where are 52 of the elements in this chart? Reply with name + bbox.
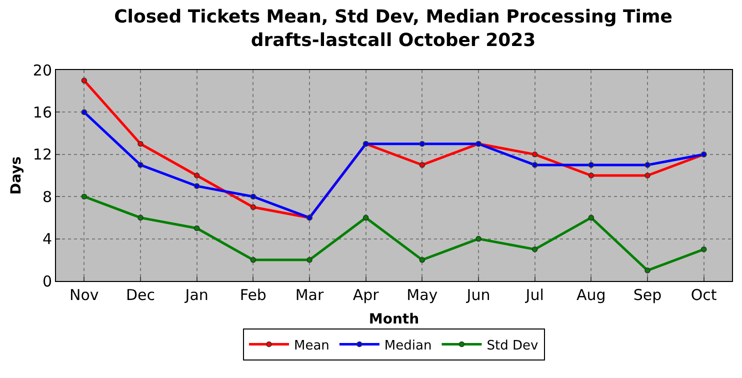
x-axis-title: Month xyxy=(368,311,420,328)
point xyxy=(250,194,256,200)
y-tick-label: 20 xyxy=(32,61,52,80)
x-tick-label: Aug xyxy=(576,286,606,304)
x-tick-label: Nov xyxy=(70,286,99,304)
y-tick-label: 4 xyxy=(42,230,52,248)
point xyxy=(306,257,312,263)
legend-label: Std Dev xyxy=(486,338,538,354)
legend-label: Median xyxy=(384,338,432,354)
point xyxy=(419,257,426,263)
point xyxy=(532,162,538,168)
x-tick-label: Sep xyxy=(633,286,662,304)
chart-title: Closed Tickets Mean, Std Dev, Median Processing Time drafts-lastcall October 2023 xyxy=(114,6,672,52)
point xyxy=(644,162,650,168)
y-axis-title: Days xyxy=(8,156,25,195)
point xyxy=(532,152,538,158)
point xyxy=(700,246,707,252)
point xyxy=(419,140,426,147)
x-tick-label: Jan xyxy=(184,286,208,304)
y-tick-label: 8 xyxy=(42,188,52,206)
point xyxy=(138,140,144,147)
point xyxy=(81,78,88,84)
point xyxy=(644,172,650,178)
point xyxy=(194,183,200,189)
point xyxy=(81,109,88,116)
x-tick-label: Feb xyxy=(240,286,266,304)
y-tick-label: 16 xyxy=(32,103,52,122)
point xyxy=(419,162,426,168)
point xyxy=(250,257,256,263)
x-tick-label: Mar xyxy=(295,286,324,304)
x-tick-label: Oct xyxy=(690,286,717,304)
y-tick-label: 12 xyxy=(32,146,52,164)
x-tick-label: Jun xyxy=(466,286,490,304)
point xyxy=(81,194,88,200)
x-tick-label: Jul xyxy=(524,286,544,304)
point xyxy=(476,236,482,242)
point xyxy=(194,172,200,178)
point xyxy=(644,268,650,274)
point xyxy=(194,225,200,232)
x-tick-label: Dec xyxy=(126,286,156,304)
point xyxy=(588,162,594,168)
point xyxy=(532,246,538,252)
y-tick-label: 0 xyxy=(42,272,52,290)
point xyxy=(588,214,594,221)
x-tick-label: Apr xyxy=(352,286,380,304)
legend-label: Mean xyxy=(294,338,330,354)
point xyxy=(250,204,256,210)
point xyxy=(362,214,369,221)
point xyxy=(138,214,144,221)
point xyxy=(138,162,144,168)
x-tick-label: May xyxy=(406,286,438,304)
point xyxy=(588,172,594,178)
